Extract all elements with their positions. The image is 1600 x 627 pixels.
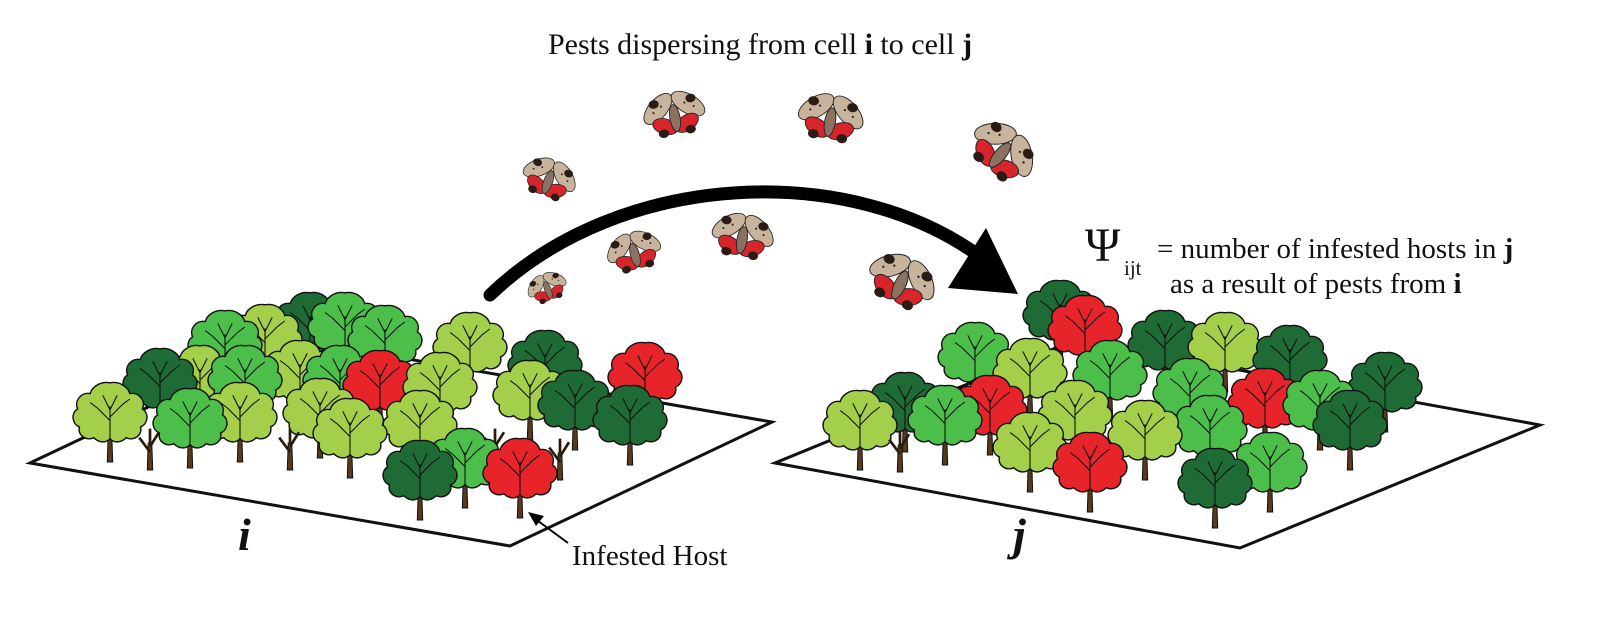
psi-subscript: ijt: [1124, 256, 1142, 280]
tree: [907, 384, 983, 466]
tree: [1232, 431, 1308, 513]
psi-symbol: Ψ: [1085, 219, 1121, 272]
dead-tree: [278, 428, 301, 471]
infested-tree: [1052, 431, 1128, 513]
tree: [1177, 447, 1253, 529]
diagram-title: Pests dispersing from cell i to cell j: [547, 28, 973, 61]
tree: [382, 439, 458, 521]
tree: [152, 387, 228, 469]
pest-moth: [788, 82, 874, 149]
tree: [992, 411, 1068, 493]
tree: [202, 381, 278, 463]
tree: [592, 384, 668, 466]
infested-host-pointer-head: [528, 512, 544, 526]
infested-tree: [482, 437, 558, 519]
pest-moth: [512, 145, 588, 209]
dead-tree: [138, 428, 161, 471]
dead-tree: [888, 430, 911, 473]
tree: [1312, 389, 1388, 471]
tree: [312, 397, 388, 479]
infested-host-pointer: [533, 517, 569, 544]
pest-moth: [703, 202, 783, 266]
cell-i-label: i: [238, 509, 251, 560]
dead-tree: [548, 438, 571, 481]
dispersal-arrowhead: [948, 228, 1018, 294]
tree: [822, 389, 898, 471]
infested-tree: [952, 374, 1028, 456]
tree: [1107, 399, 1183, 481]
cell-i-trees: [72, 291, 683, 521]
tree: [537, 369, 613, 451]
pest-moth: [597, 219, 671, 280]
dispersal-arrow: [483, 185, 989, 302]
tree: [427, 427, 503, 509]
equation-line-2: as a result of pests from i: [1170, 268, 1462, 300]
pest-moth: [854, 236, 952, 322]
pest-moth: [634, 80, 714, 144]
equation-line-1: = number of infested hosts in j: [1157, 233, 1514, 265]
tree: [72, 381, 148, 463]
cell-j-label: j: [1013, 509, 1026, 560]
cell-j-trees: [822, 279, 1423, 529]
infested-host-label: Infested Host: [572, 540, 728, 572]
pest-moth: [955, 102, 1054, 198]
